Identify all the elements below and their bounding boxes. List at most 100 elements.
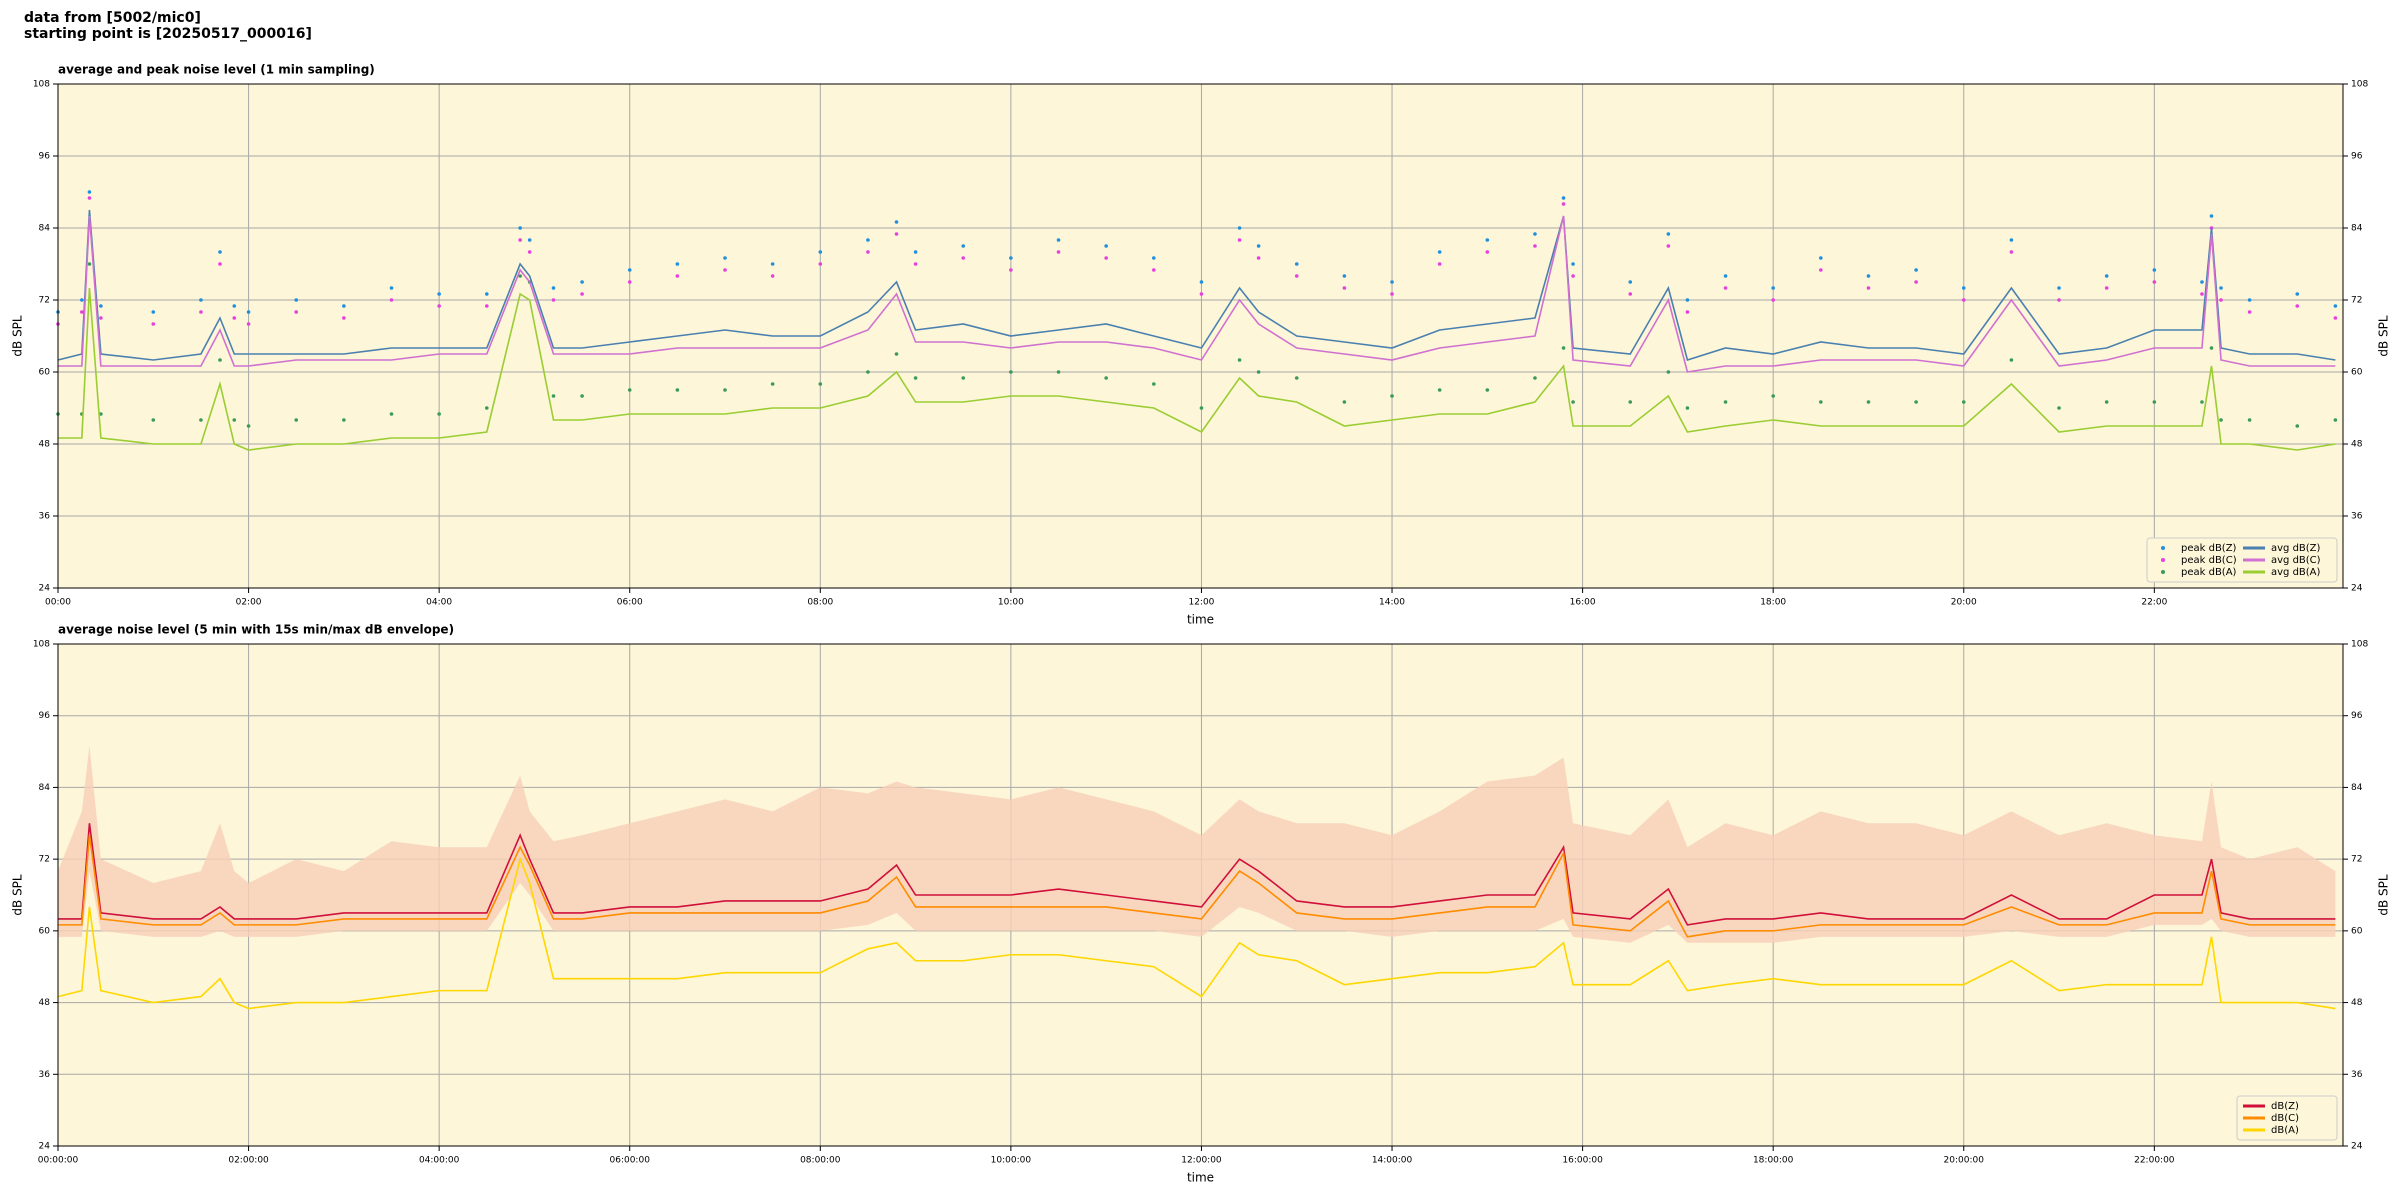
peak-point — [2104, 274, 2109, 278]
peak-point — [1009, 370, 1013, 374]
peak-point — [818, 382, 823, 386]
peak-point — [1294, 262, 1299, 266]
y-tick-label: 24 — [39, 584, 51, 594]
peak-point — [580, 292, 584, 296]
peak-point — [580, 394, 584, 398]
legend-label: avg dB(A) — [2271, 567, 2321, 578]
peak-point — [389, 298, 394, 302]
peak-point — [1685, 406, 1690, 410]
peak-point — [1294, 274, 1299, 278]
y-tick-label: 48 — [2351, 440, 2363, 450]
peak-point — [437, 412, 441, 416]
peak-point — [2219, 298, 2223, 302]
peak-point — [1533, 232, 1537, 236]
peak-point — [1666, 232, 1671, 236]
peak-point — [2009, 250, 2014, 254]
peak-point — [1914, 280, 1918, 284]
header-source: data from [5002/mic0] — [24, 10, 201, 26]
peak-point — [518, 274, 522, 278]
x-tick-label: 18:00:00 — [1753, 1156, 1794, 1166]
legend-label: dB(C) — [2271, 1113, 2299, 1124]
peak-point — [342, 418, 346, 422]
peak-point — [551, 286, 556, 290]
peak-point — [1390, 394, 1394, 398]
peak-point — [294, 310, 299, 314]
peak-point — [1628, 400, 1633, 404]
y-tick-label: 24 — [39, 1142, 51, 1152]
x-tick-label: 04:00 — [426, 598, 452, 608]
peak-point — [723, 268, 727, 272]
peak-point — [218, 262, 222, 266]
peak-point — [99, 316, 103, 320]
peak-point — [1685, 298, 1690, 302]
peak-point — [232, 304, 237, 308]
legend-label: avg dB(C) — [2271, 555, 2321, 566]
peak-point — [87, 190, 92, 194]
y-tick-label: 96 — [2351, 711, 2363, 721]
peak-point — [1866, 274, 1871, 278]
y-tick-label: 96 — [2351, 152, 2363, 162]
peak-point — [199, 418, 203, 422]
legend-box — [2146, 537, 2338, 583]
peak-point — [1561, 196, 1566, 200]
x-tick-label: 18:00 — [1760, 598, 1786, 608]
x-tick-label: 10:00 — [998, 598, 1024, 608]
y-tick-label: 60 — [39, 368, 51, 378]
peak-point — [518, 238, 522, 242]
peak-point — [294, 418, 299, 422]
peak-point — [1237, 238, 1242, 242]
y-tick-label: 72 — [39, 855, 50, 865]
peak-point — [99, 304, 103, 308]
peak-point — [723, 256, 727, 260]
peak-point — [1771, 394, 1775, 398]
peak-point — [961, 244, 966, 248]
peak-point — [1485, 238, 1490, 242]
series-line — [58, 835, 2336, 938]
peak-point — [2247, 418, 2252, 422]
peak-point — [484, 292, 489, 296]
peak-point — [1342, 400, 1347, 404]
peak-point — [627, 280, 632, 284]
x-tick-label: 00:00:00 — [38, 1156, 79, 1166]
legend-label: peak dB(C) — [2181, 555, 2237, 566]
peak-point — [1866, 400, 1871, 404]
peak-point — [1914, 400, 1918, 404]
chart-title: average noise level (5 min with 15s min/… — [58, 623, 454, 637]
peak-point — [2009, 238, 2014, 242]
y-tick-label: 36 — [39, 512, 51, 522]
peak-point — [1256, 244, 1261, 248]
y-tick-label: 84 — [2351, 224, 2363, 234]
peak-point — [2200, 280, 2204, 284]
peak-point — [1819, 256, 1823, 260]
y-tick-label: 48 — [39, 998, 51, 1008]
y-tick-label: 84 — [2351, 783, 2363, 793]
y-tick-label: 96 — [39, 711, 51, 721]
y-axis-label: dB SPL — [2377, 315, 2391, 357]
series-line — [57, 209, 2336, 362]
peak-point — [1152, 268, 1156, 272]
x-tick-label: 02:00:00 — [228, 1156, 269, 1166]
peak-point — [1685, 310, 1690, 314]
peak-point — [518, 226, 522, 230]
peak-point — [1390, 292, 1394, 296]
y-tick-label: 108 — [2351, 80, 2368, 90]
x-axis-label: time — [1187, 613, 1214, 627]
peak-point — [913, 376, 918, 380]
peak-point — [87, 262, 92, 266]
peak-point — [2247, 310, 2252, 314]
peak-point — [1437, 388, 1442, 392]
plot-frame — [57, 83, 2344, 589]
peak-point — [1666, 370, 1671, 374]
peak-point — [1561, 202, 1566, 206]
peak-point — [1009, 268, 1013, 272]
peak-point — [2219, 286, 2223, 290]
legend-label: avg dB(Z) — [2271, 543, 2321, 554]
y-tick-label: 84 — [39, 783, 51, 793]
peak-point — [627, 388, 632, 392]
y-tick-label: 48 — [2351, 998, 2363, 1008]
peak-point — [2209, 346, 2214, 350]
y-tick-label: 36 — [2351, 1070, 2363, 1080]
peak-point — [1056, 250, 1061, 254]
peak-point — [151, 310, 156, 314]
